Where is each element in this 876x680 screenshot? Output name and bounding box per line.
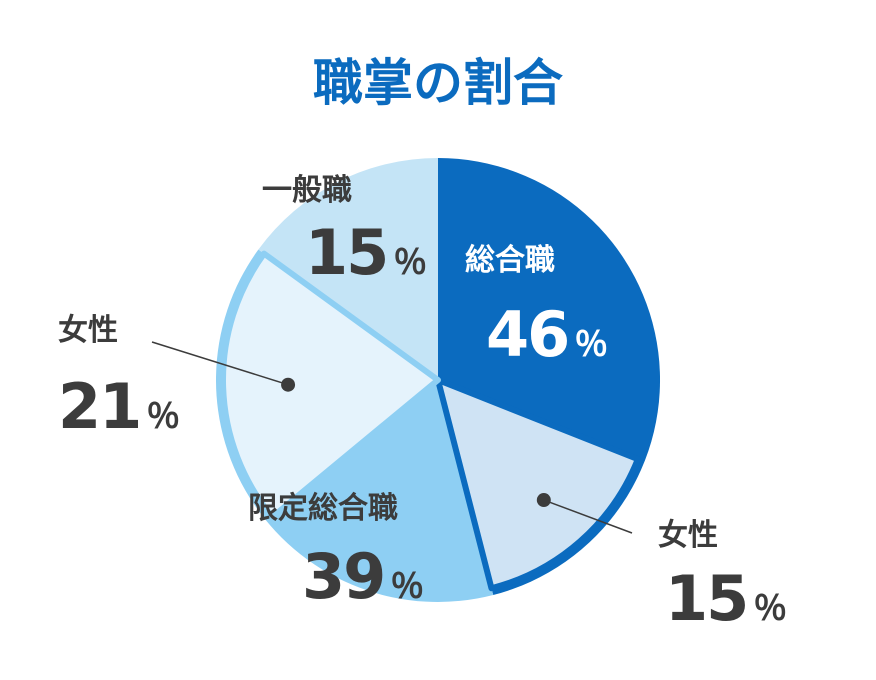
label-sogo-percent: 46 ％ [486, 298, 608, 371]
label-ippan-name: 一般職 [262, 173, 352, 208]
label-sogo-percent-sign: ％ [574, 325, 608, 365]
label-gentei-value: 39 [302, 540, 384, 613]
slice-sogo-josei [435, 377, 641, 592]
label-sogo-josei-value: 15 [665, 562, 747, 635]
label-sogo-name: 総合職 [465, 243, 555, 278]
label-gentei-josei-percent-sign: ％ [146, 397, 180, 437]
pie-slices [215, 158, 661, 603]
label-sogo-josei-name: 女性 [658, 518, 718, 553]
label-sogo-value: 46 [486, 298, 568, 371]
label-sogo-josei-percent-sign: ％ [753, 589, 787, 629]
label-gentei-name: 限定総合職 [248, 491, 398, 526]
label-gentei-josei-value: 21 [58, 370, 140, 443]
leader-sogo-josei-line [543, 499, 633, 534]
label-ippan-percent: 15 ％ [305, 216, 427, 289]
label-gentei-josei-percent: 21 ％ [58, 370, 180, 443]
slice-ippan [258, 158, 438, 380]
label-ippan-percent-sign: ％ [393, 243, 427, 283]
leader-sogo-josei-dot [536, 493, 551, 508]
slice-gentei-josei [220, 250, 441, 521]
leader-gentei-josei-dot [281, 377, 296, 392]
label-gentei-percent-sign: ％ [390, 567, 424, 607]
label-gentei-percent: 39 ％ [302, 540, 424, 613]
leader-lines [151, 341, 633, 534]
chart-title: 職掌の割合 [313, 54, 563, 112]
label-sogo-josei-percent: 15 ％ [665, 562, 787, 635]
leader-gentei-josei-line [151, 341, 289, 386]
label-ippan-value: 15 [305, 216, 387, 289]
label-gentei-josei-name: 女性 [58, 313, 118, 348]
